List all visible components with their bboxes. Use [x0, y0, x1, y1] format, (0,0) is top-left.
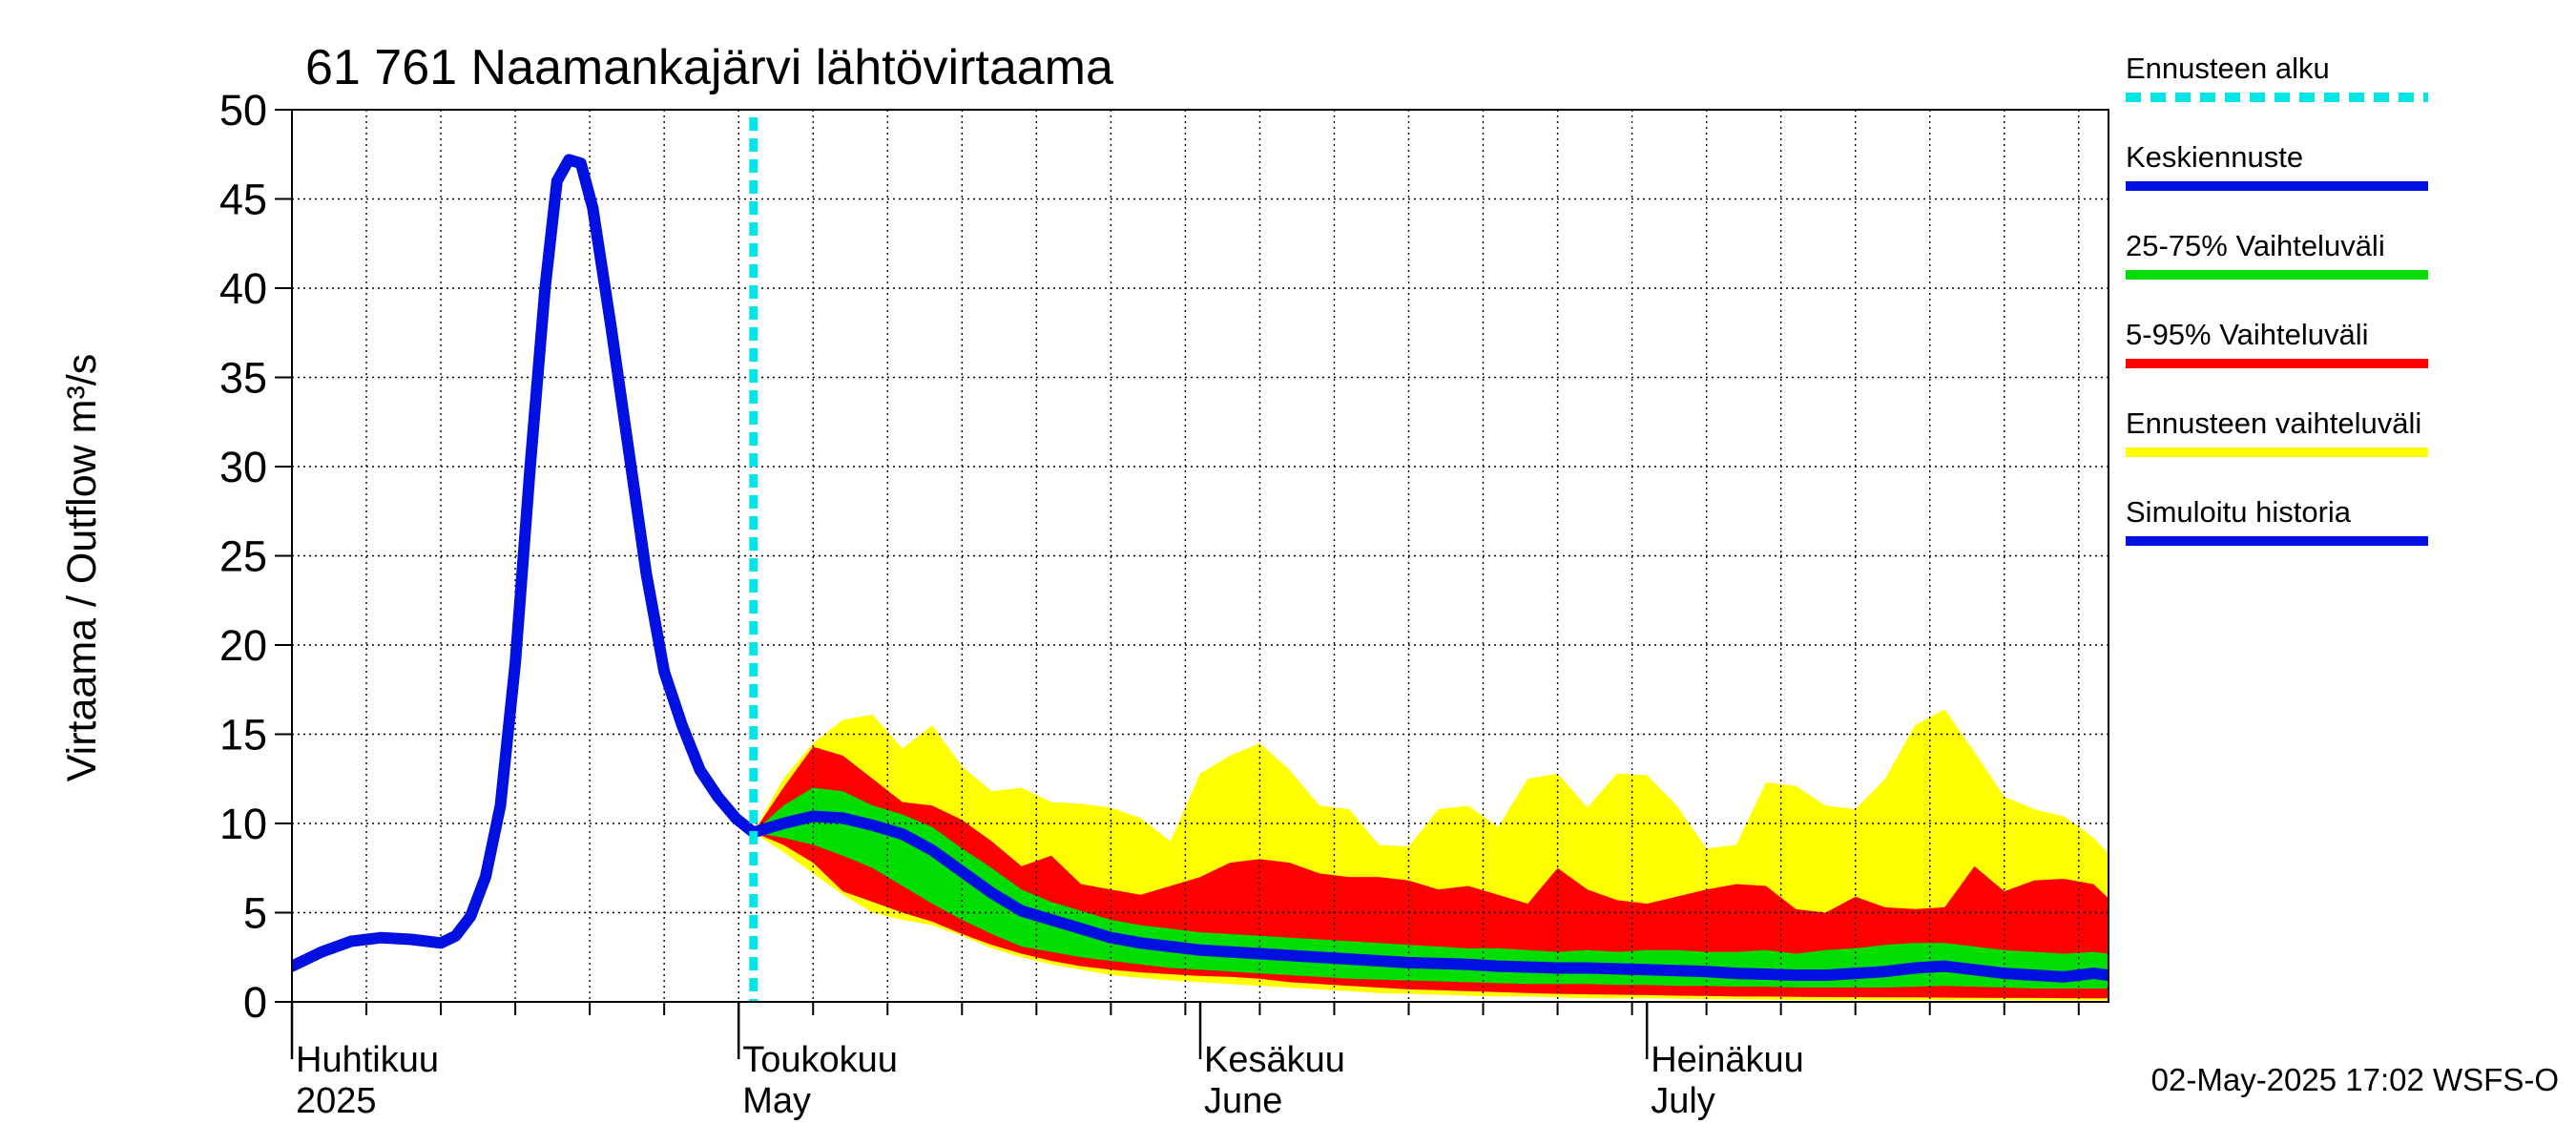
x-month-label: Kesäkuu — [1204, 1040, 1345, 1080]
legend-label-ennusteen-vaihteluv-li: Ennusteen vaihteluväli — [2126, 406, 2421, 440]
x-month-label: Heinäkuu — [1651, 1040, 1804, 1080]
y-tick-label-15: 15 — [219, 711, 267, 760]
y-tick-label-10: 10 — [219, 800, 267, 848]
legend-label-simuloitu-historia: Simuloitu historia — [2126, 495, 2352, 529]
legend: Ennusteen alku Keskiennuste 25-75% Vaihtel… — [2126, 52, 2428, 546]
y-tick-label-45: 45 — [219, 176, 267, 224]
legend-label-keskiennuste: Keskiennuste — [2126, 140, 2303, 174]
y-tick-label-0: 0 — [243, 978, 267, 1027]
series-simuloitu-historia — [292, 154, 759, 972]
x-month-sublabel: 2025 — [296, 1081, 377, 1121]
legend-label-25-75-vaihteluv-li: 25-75% Vaihteluväli — [2126, 229, 2385, 262]
x-month-label: Huhtikuu — [296, 1040, 439, 1080]
x-month-sublabel: May — [742, 1081, 811, 1121]
y-tick-label-50: 50 — [219, 86, 267, 135]
y-tick-label-30: 30 — [219, 443, 267, 491]
chart-title: 61 761 Naamankajärvi lähtövirtaama — [305, 40, 1113, 95]
x-month-sublabel: July — [1651, 1081, 1715, 1121]
y-axis-ticks: 0 5 10 15 20 25 30 35 40 45 50 — [219, 86, 292, 1027]
legend-label-ennusteen-alku: Ennusteen alku — [2126, 52, 2330, 85]
x-month-sublabel: June — [1204, 1081, 1282, 1121]
legend-label-5-95-vaihteluv-li: 5-95% Vaihteluväli — [2126, 318, 2368, 351]
y-tick-label-5: 5 — [243, 889, 267, 938]
band-25-75-vaihteluv-li — [753, 787, 2109, 989]
y-axis-label: Virtaama / Outflow m³/s — [59, 354, 105, 781]
y-tick-label-25: 25 — [219, 532, 267, 581]
y-tick-label-40: 40 — [219, 264, 267, 313]
y-tick-label-20: 20 — [219, 621, 267, 670]
y-tick-label-35: 35 — [219, 354, 267, 403]
series-keskiennuste — [747, 810, 2109, 983]
x-month-label: Toukokuu — [742, 1040, 898, 1080]
flow-lines — [292, 154, 2109, 983]
timestamp-label: 02-May-2025 17:02 WSFS-O — [2151, 1062, 2559, 1097]
